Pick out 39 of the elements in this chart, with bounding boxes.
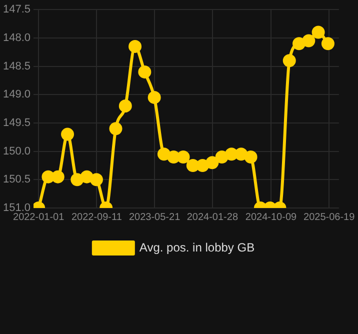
x-tick-label: 2022-01-01 (13, 212, 65, 223)
y-tick-label: 149.5 (2, 117, 31, 130)
legend-label: Avg. pos. in lobby GB (139, 240, 255, 254)
y-tick-label: 149.0 (2, 88, 31, 101)
point (196, 158, 210, 172)
point (244, 150, 258, 164)
point (128, 40, 142, 53)
point (234, 148, 248, 161)
point (148, 90, 161, 104)
x-tick-label: 2024-10-09 (245, 212, 298, 223)
point (167, 150, 180, 164)
point (80, 170, 94, 184)
y-tick-label: 150.5 (2, 174, 31, 186)
point (215, 150, 228, 164)
point (157, 148, 170, 161)
y-tick-label: 148.0 (2, 32, 31, 44)
point (90, 173, 103, 186)
point (176, 150, 190, 164)
x-tick-label: 2025-06-19 (304, 212, 356, 223)
point (312, 26, 325, 39)
point (51, 170, 64, 184)
point (292, 37, 306, 50)
x-tick-label: 2022-09-11 (71, 212, 122, 223)
point (302, 34, 316, 48)
y-tick-label: 151.0 (2, 202, 31, 214)
point (138, 65, 152, 78)
y-tick-label: 148.5 (2, 60, 31, 72)
x-tick-label: 2023-05-21 (128, 212, 181, 223)
y-tick-label: 150.0 (2, 145, 31, 158)
point (109, 122, 122, 136)
point (42, 170, 55, 184)
point (321, 37, 334, 50)
point (61, 128, 74, 141)
point (282, 54, 296, 68)
x-tick-label: 2024-01-28 (186, 212, 238, 223)
y-tick-label: 147.5 (2, 4, 31, 16)
point (206, 156, 219, 170)
point (70, 173, 84, 186)
point (118, 99, 132, 112)
